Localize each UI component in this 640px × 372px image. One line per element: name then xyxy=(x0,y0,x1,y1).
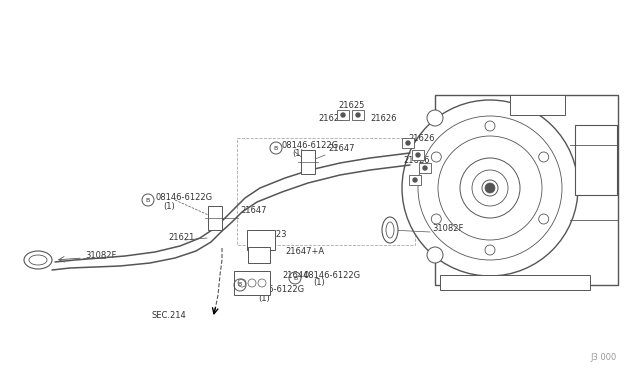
Circle shape xyxy=(238,279,246,287)
Text: 21626: 21626 xyxy=(408,134,435,142)
Text: 31082F: 31082F xyxy=(432,224,463,232)
FancyBboxPatch shape xyxy=(352,110,364,120)
FancyBboxPatch shape xyxy=(247,230,275,250)
FancyBboxPatch shape xyxy=(402,138,414,148)
Text: 21647: 21647 xyxy=(328,144,355,153)
FancyBboxPatch shape xyxy=(419,163,431,173)
FancyBboxPatch shape xyxy=(409,175,421,185)
Text: B: B xyxy=(238,282,242,288)
Circle shape xyxy=(431,152,442,162)
FancyBboxPatch shape xyxy=(234,271,270,295)
Circle shape xyxy=(413,178,417,182)
FancyBboxPatch shape xyxy=(248,247,270,263)
Ellipse shape xyxy=(382,217,398,243)
FancyBboxPatch shape xyxy=(510,95,565,115)
Text: 21626: 21626 xyxy=(370,113,397,122)
Text: 21621: 21621 xyxy=(168,232,195,241)
Circle shape xyxy=(248,279,256,287)
Ellipse shape xyxy=(24,251,52,269)
Text: (1): (1) xyxy=(163,202,175,211)
Circle shape xyxy=(539,214,548,224)
Circle shape xyxy=(427,247,443,263)
FancyBboxPatch shape xyxy=(412,150,424,160)
FancyBboxPatch shape xyxy=(440,275,590,290)
Circle shape xyxy=(427,110,443,126)
Text: 08146-6122G: 08146-6122G xyxy=(282,141,339,150)
FancyBboxPatch shape xyxy=(575,125,617,195)
Circle shape xyxy=(485,121,495,131)
Text: 08146-6122G: 08146-6122G xyxy=(155,192,212,202)
Circle shape xyxy=(539,152,548,162)
FancyBboxPatch shape xyxy=(208,206,222,230)
Text: B: B xyxy=(274,145,278,151)
FancyBboxPatch shape xyxy=(435,95,618,285)
Circle shape xyxy=(485,183,495,193)
Text: 31082F: 31082F xyxy=(85,250,116,260)
Text: 21644: 21644 xyxy=(282,270,308,279)
Circle shape xyxy=(341,113,345,117)
Circle shape xyxy=(406,141,410,145)
FancyBboxPatch shape xyxy=(301,150,315,174)
FancyBboxPatch shape xyxy=(337,110,349,120)
Text: (1): (1) xyxy=(292,148,304,157)
Text: (1): (1) xyxy=(258,295,269,304)
Circle shape xyxy=(356,113,360,117)
Text: 21626: 21626 xyxy=(403,155,429,164)
Text: 08146-6122G: 08146-6122G xyxy=(303,270,360,279)
Text: 21647+A: 21647+A xyxy=(285,247,324,257)
Text: SEC.214: SEC.214 xyxy=(152,311,187,320)
Text: 21625: 21625 xyxy=(318,113,344,122)
Text: B: B xyxy=(293,276,297,280)
Text: (1): (1) xyxy=(313,279,324,288)
Circle shape xyxy=(402,100,578,276)
Text: 21625: 21625 xyxy=(338,100,364,109)
Circle shape xyxy=(423,166,427,170)
Text: 08146-6122G: 08146-6122G xyxy=(248,285,305,295)
Circle shape xyxy=(258,279,266,287)
Text: B: B xyxy=(146,198,150,202)
Text: J3 000: J3 000 xyxy=(590,353,616,362)
Text: 21647: 21647 xyxy=(240,205,266,215)
Text: 21623: 21623 xyxy=(260,230,287,238)
Circle shape xyxy=(485,245,495,255)
Circle shape xyxy=(431,214,442,224)
Circle shape xyxy=(416,153,420,157)
